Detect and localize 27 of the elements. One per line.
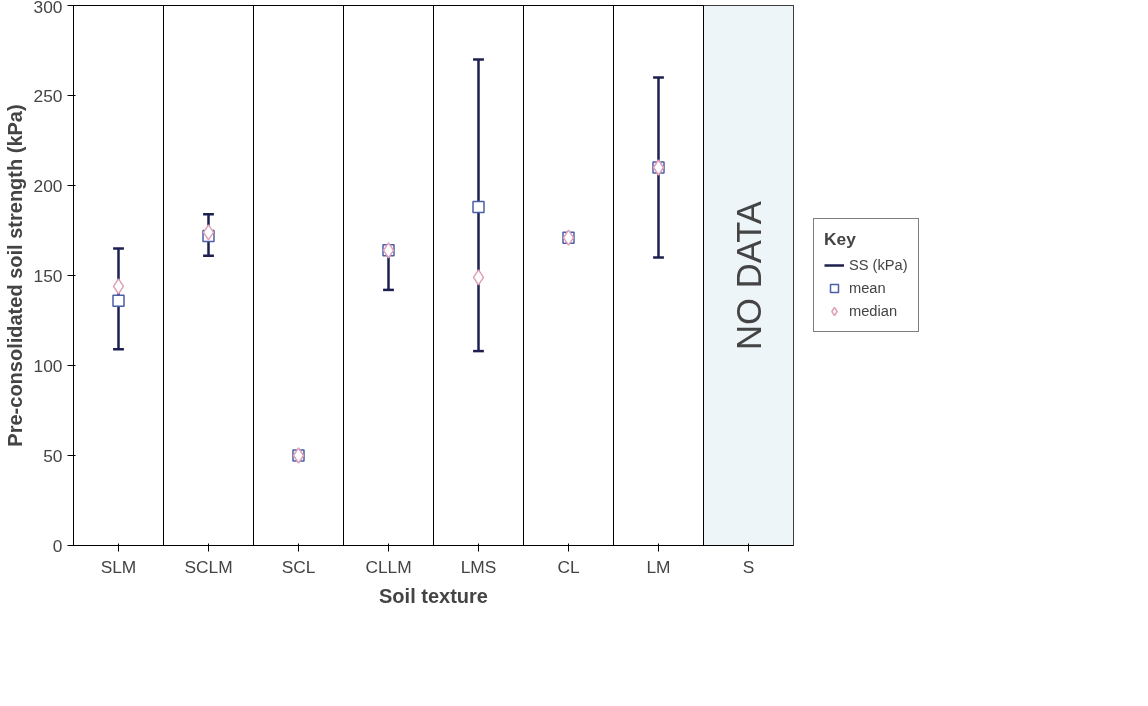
- x-tick-label: LM: [646, 556, 671, 577]
- point: [112, 294, 125, 307]
- x-tick-label: CLLM: [365, 556, 412, 577]
- y-tick-label: 300: [33, 0, 63, 17]
- legend-label: median: [849, 303, 898, 319]
- legend-label: mean: [849, 280, 886, 296]
- y-axis-title: Pre-consolidated soil strength (kPa): [3, 104, 26, 447]
- x-tick-label: SLM: [100, 556, 137, 577]
- x-tick-label: S: [742, 556, 755, 577]
- band-label: NO DATA: [729, 200, 768, 350]
- point: [202, 224, 215, 241]
- point: [472, 269, 485, 286]
- point: [112, 278, 125, 295]
- x-tick-label: SCL: [281, 556, 316, 577]
- legend-label: SS (kPa): [849, 257, 908, 273]
- legend-title: Key: [824, 229, 857, 250]
- y-tick-label: 0: [52, 535, 63, 556]
- y-tick-label: 50: [43, 445, 63, 466]
- x-axis-title: Soil texture: [379, 584, 488, 607]
- y-tick-label: 100: [33, 355, 63, 376]
- x-tick-label: CL: [557, 556, 580, 577]
- x-tick-label: LMS: [460, 556, 497, 577]
- y-tick-label: 150: [33, 265, 63, 286]
- x-tick-label: SCLM: [184, 556, 233, 577]
- y-tick-label: 200: [33, 175, 63, 196]
- y-tick-label: 250: [33, 85, 63, 106]
- point: [472, 200, 485, 214]
